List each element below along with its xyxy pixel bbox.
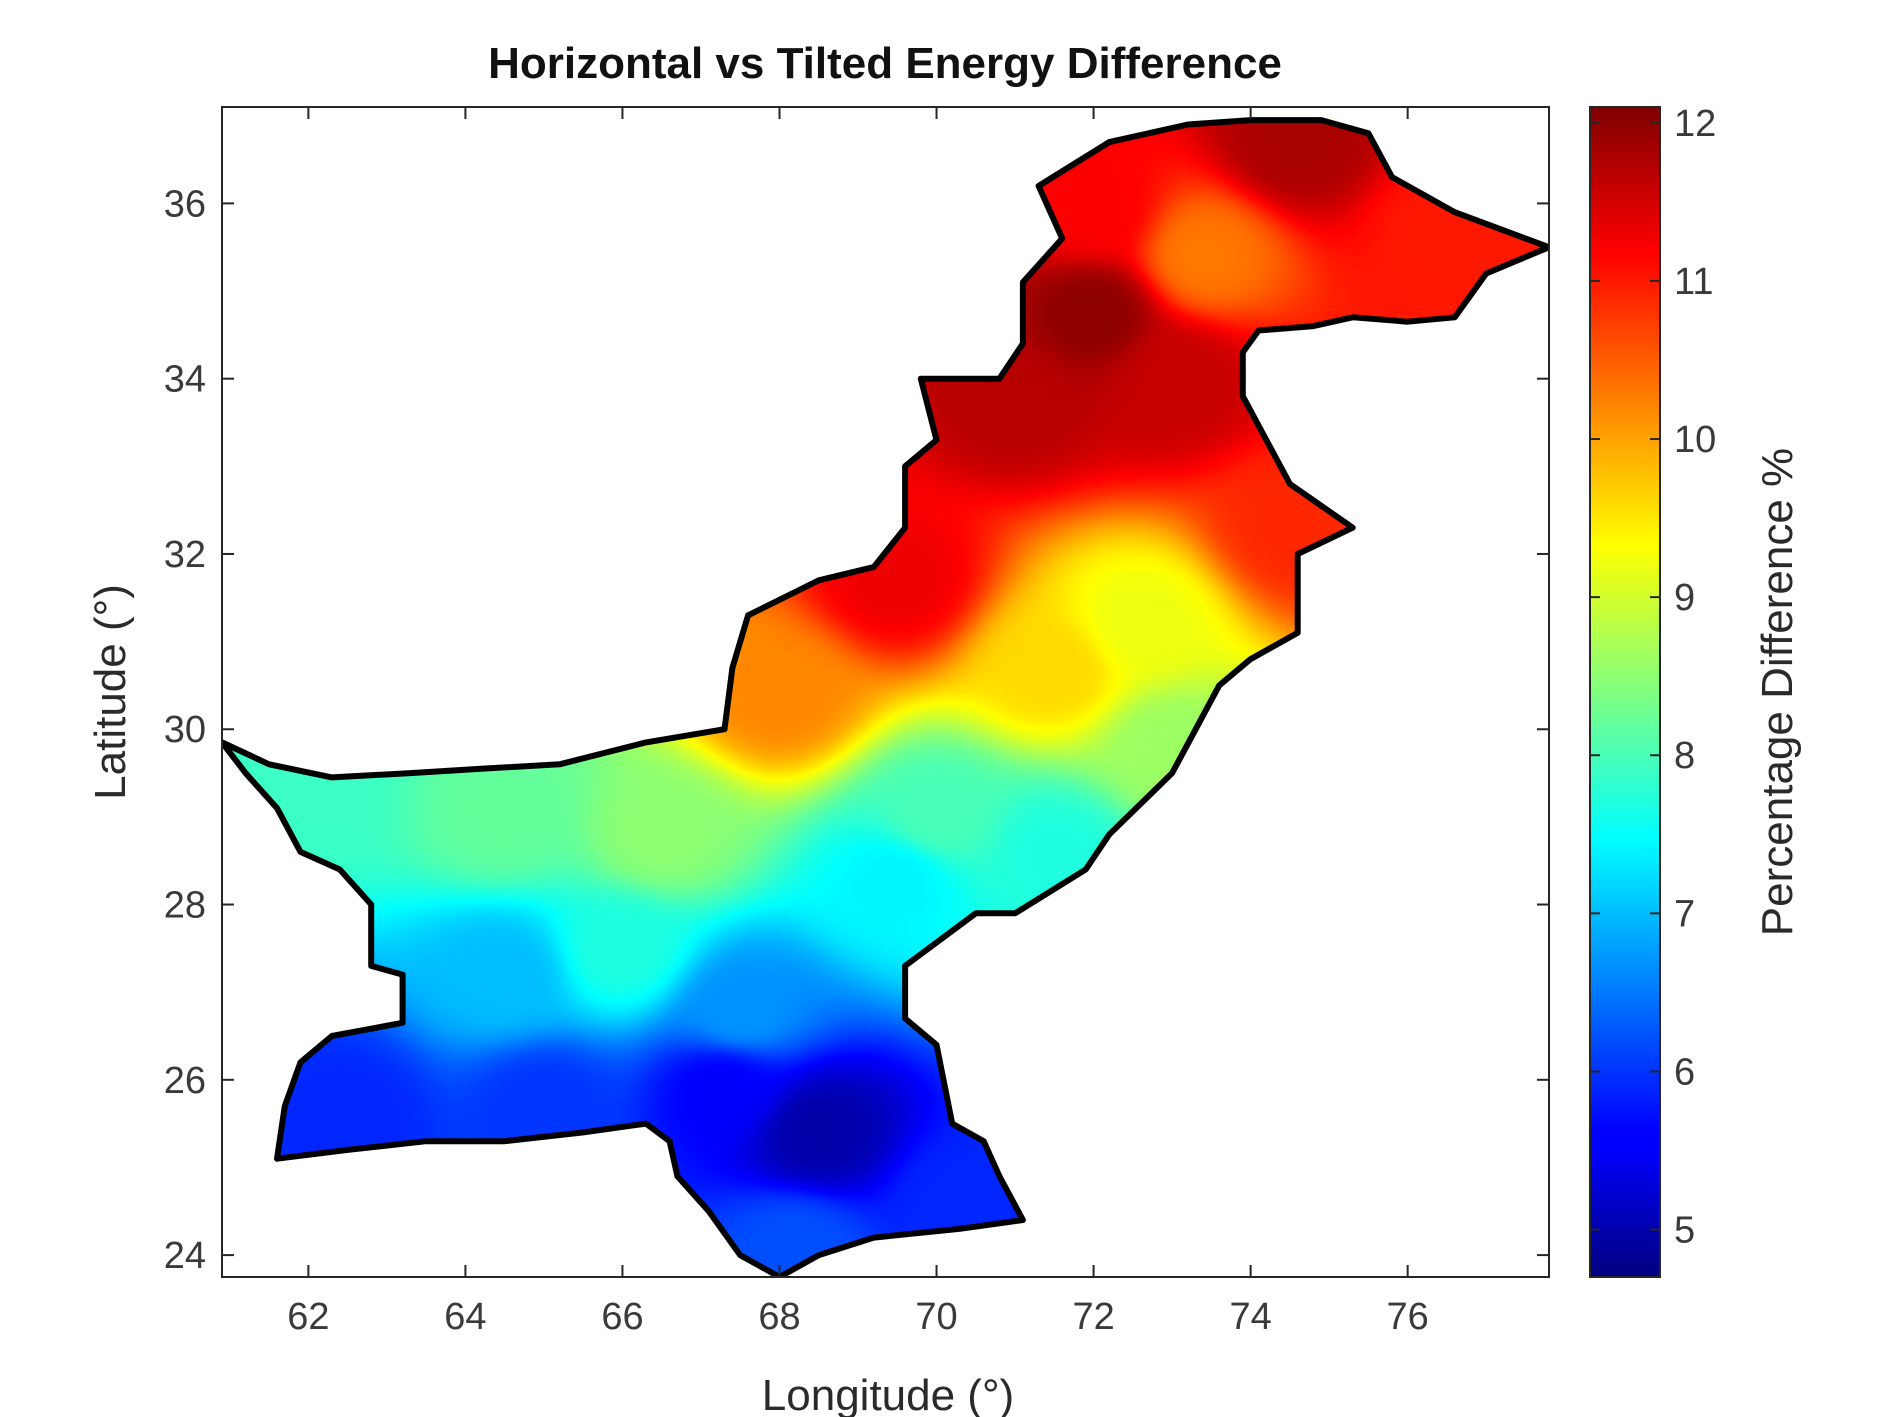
colorbar-tick-label: 9: [1674, 577, 1695, 619]
y-tick-label: 34: [164, 359, 206, 401]
colorbar-title: Percentage Difference %: [1753, 448, 1802, 936]
x-tick-label: 66: [601, 1296, 643, 1338]
x-tick-label: 74: [1229, 1296, 1271, 1338]
y-axis-ticks: 24 26 28 30 32 34 36: [164, 183, 1549, 1277]
x-tick-label: 64: [444, 1296, 486, 1338]
colorbar-tick-label: 11: [1674, 261, 1713, 303]
x-tick-label: 72: [1072, 1296, 1114, 1338]
x-tick-label: 62: [287, 1296, 329, 1338]
x-tick-label: 76: [1387, 1296, 1429, 1338]
x-axis-ticks: 62 64 66 68 70 72 74 76: [287, 107, 1429, 1338]
y-tick-label: 36: [164, 183, 206, 225]
y-tick-label: 32: [164, 534, 206, 576]
colorbar-tick-label: 8: [1674, 735, 1695, 777]
colorbar-tick-label: 5: [1674, 1210, 1695, 1252]
y-tick-label: 28: [164, 885, 206, 927]
x-tick-label: 70: [915, 1296, 957, 1338]
colorbar-tick-label: 7: [1674, 893, 1695, 935]
plot-frame: [221, 106, 1550, 1278]
region-outline: [222, 117, 1549, 1277]
x-axis-title: Longitude (°): [762, 1371, 1014, 1417]
y-tick-label: 30: [164, 709, 206, 751]
chart-title: Horizontal vs Tilted Energy Difference: [488, 39, 1282, 88]
y-tick-label: 26: [164, 1060, 206, 1102]
colorbar-tick-label: 6: [1674, 1051, 1695, 1093]
colorbar-tick-label: 12: [1674, 103, 1716, 145]
colorbar-tick-label: 10: [1674, 419, 1716, 461]
x-tick-label: 68: [758, 1296, 800, 1338]
y-axis-title: Latitude (°): [86, 584, 135, 800]
y-tick-label: 24: [164, 1235, 206, 1277]
colorbar-ticks: 5 6 7 8 9 10 11 12: [1590, 103, 1716, 1252]
colorbar: [1589, 106, 1661, 1278]
